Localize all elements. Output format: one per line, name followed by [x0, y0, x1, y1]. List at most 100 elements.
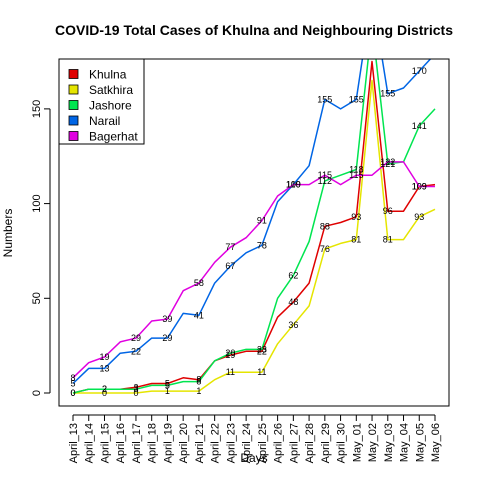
x-tick-label: April_18	[147, 423, 159, 463]
x-tick-label: April_23	[225, 423, 237, 463]
x-tick-label: April_13	[68, 423, 80, 463]
data-label-khulna: 2	[102, 384, 107, 394]
data-label-khulna: 109	[412, 182, 427, 192]
data-label-satkhira: 93	[414, 212, 424, 222]
data-label-bagerhat: 109	[412, 182, 427, 192]
data-label-khulna: 93	[351, 212, 361, 222]
x-tick-label: April_24	[241, 423, 253, 463]
data-label-jashore: 3	[133, 384, 138, 394]
data-label-jashore: 0	[70, 388, 75, 398]
x-tick-label: April_14	[84, 423, 96, 463]
data-label-jashore: 20	[225, 348, 235, 358]
data-label-jashore: 23	[257, 344, 267, 354]
data-label-bagerhat: 58	[194, 278, 204, 288]
data-label-narail: 155	[380, 89, 395, 99]
y-axis: 0 50 100 150	[31, 100, 51, 396]
plot-series-group	[72, 59, 436, 394]
x-tick-label: April_16	[115, 423, 127, 463]
data-label-jashore: 118	[349, 164, 363, 174]
data-label-bagerhat: 115	[349, 170, 363, 180]
legend-label-khulna: Khulna	[89, 68, 127, 82]
series-line-narail	[72, 59, 432, 385]
x-tick-label: April_22	[210, 423, 222, 463]
series-line-satkhira	[73, 79, 436, 394]
data-label-khulna: 22	[257, 346, 267, 356]
data-label-satkhira: 81	[383, 235, 393, 245]
legend-label-satkhira: Satkhira	[89, 83, 133, 97]
data-label-bagerhat: 77	[225, 242, 235, 252]
data-label-khulna: 8	[196, 375, 201, 385]
series-line-bagerhat	[72, 161, 435, 379]
x-tick-label: April_26	[273, 423, 285, 463]
plot-frame	[58, 58, 450, 407]
data-label-khulna: 96	[383, 206, 393, 216]
data-label-narail: 109	[286, 180, 301, 190]
x-tick-label: April_25	[257, 423, 269, 463]
data-label-satkhira: 11	[226, 367, 235, 377]
data-label-narail: 13	[99, 363, 109, 373]
x-tick-label: May_05	[414, 423, 426, 462]
x-tick-label: May_01	[351, 423, 363, 462]
data-label-bagerhat: 110	[286, 180, 300, 190]
data-label-narail: 22	[131, 346, 141, 356]
x-tick-label: April_15	[99, 423, 111, 463]
data-label-khulna: 5	[165, 379, 170, 389]
data-label-narail: 170	[412, 66, 427, 76]
data-label-satkhira: 81	[351, 235, 361, 245]
data-label-khulna: 0	[70, 388, 75, 398]
y-tick-label: 100	[31, 194, 43, 212]
chart-title: COVID-19 Total Cases of Khulna and Neigh…	[55, 22, 453, 38]
legend-label-jashore: Jashore	[89, 99, 132, 113]
data-label-satkhira: 36	[288, 320, 298, 330]
legend-swatch-bagerhat	[68, 131, 79, 141]
data-label-narail: 5	[70, 379, 75, 389]
data-label-bagerhat: 122	[380, 157, 395, 167]
data-label-satkhira: 1	[196, 386, 201, 396]
data-label-satkhira: 11	[257, 367, 266, 377]
data-label-jashore: 5	[165, 380, 170, 390]
x-tick-label: April_21	[194, 423, 206, 463]
x-tick-label: April_20	[178, 423, 190, 463]
x-axis: April_13 April_14 April_15 April_16 April_17…	[68, 414, 442, 463]
data-label-satkhira: 0	[102, 388, 107, 398]
legend-swatch-satkhira	[68, 84, 79, 95]
y-axis-label: Numbers	[1, 209, 15, 258]
data-label-bagerhat: 39	[162, 314, 172, 324]
series-line-jashore	[72, 59, 436, 394]
data-label-khulna: 19	[225, 350, 235, 360]
data-label-narail: 78	[257, 240, 267, 250]
x-tick-label: May_03	[383, 423, 395, 462]
y-tick-label: 50	[31, 292, 43, 304]
data-label-khulna: 48	[288, 297, 298, 307]
data-label-bagerhat: 19	[99, 352, 109, 362]
data-label-satkhira: 1	[165, 386, 170, 396]
data-label-jashore: 112	[318, 176, 332, 186]
data-label-bagerhat: 115	[318, 170, 332, 180]
x-axis-label: Days	[240, 451, 267, 465]
legend-swatch-khulna	[68, 69, 79, 79]
x-tick-label: April_30	[336, 423, 348, 463]
data-label-bagerhat: 8	[70, 373, 75, 383]
x-tick-label: April_17	[131, 423, 143, 463]
data-label-jashore: 62	[288, 271, 298, 281]
x-tick-label: May_04	[399, 423, 411, 462]
legend-label-bagerhat: Bagerhat	[89, 130, 138, 144]
data-label-narail: 67	[225, 261, 235, 271]
data-label-khulna: 88	[320, 221, 330, 231]
data-label-narail: 155	[317, 94, 332, 104]
series-line-khulna	[72, 60, 436, 394]
legend-swatch-narail	[68, 115, 79, 126]
data-label-jashore: 8	[196, 377, 201, 387]
legend-label-narail: Narail	[89, 114, 120, 128]
x-tick-label: April_19	[162, 423, 174, 463]
x-tick-label: April_29	[320, 423, 332, 463]
data-label-bagerhat: 91	[257, 216, 267, 226]
x-tick-label: April_28	[304, 423, 316, 463]
data-label-jashore: 141	[412, 121, 427, 131]
y-tick-label: 150	[31, 100, 43, 118]
data-label-narail: 41	[194, 310, 204, 320]
x-tick-label: May_02	[367, 423, 379, 462]
